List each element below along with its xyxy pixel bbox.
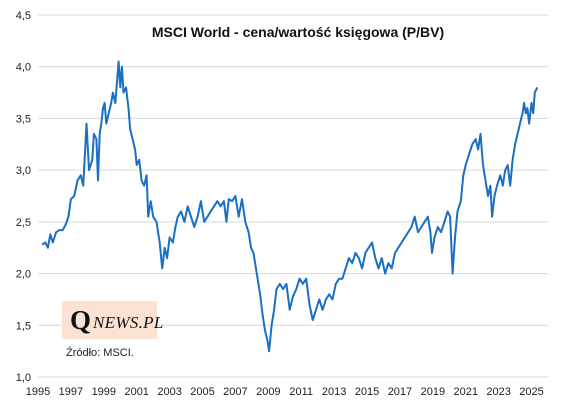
y-tick-label: 1,0: [16, 372, 31, 384]
x-tick-label: 2011: [289, 386, 313, 398]
y-axis: 1,0 1,5 2,0 2,5 3,0 3,5 4,0 4,5: [16, 10, 31, 384]
x-tick-label: 2005: [190, 386, 214, 398]
x-tick-label: 1999: [92, 386, 116, 398]
y-tick-label: 3,0: [16, 165, 31, 177]
x-tick-label: 2007: [223, 386, 247, 398]
y-tick-label: 2,0: [16, 269, 31, 281]
x-tick-label: 2023: [486, 386, 510, 398]
x-tick-label: 1997: [59, 386, 83, 398]
x-tick-label: 2017: [388, 386, 412, 398]
x-axis: 1995 1997 1999 2001 2003 2005 2007 2009 2011 2013…: [26, 386, 544, 398]
x-tick-label: 2019: [421, 386, 445, 398]
x-tick-label: 2009: [256, 386, 280, 398]
y-tick-label: 3,5: [16, 113, 31, 125]
y-tick-label: 2,5: [16, 217, 31, 229]
chart-title: MSCI World - cena/wartość księgowa (P/BV…: [152, 24, 444, 40]
y-tick-label: 4,5: [16, 10, 31, 22]
x-tick-label: 2013: [322, 386, 346, 398]
series-group: [41, 60, 539, 353]
x-tick-label: 2003: [157, 386, 181, 398]
y-tick-label: 1,5: [16, 320, 31, 332]
x-tick-label: 2021: [453, 386, 477, 398]
source-note: Źródło: MSCI.: [66, 347, 134, 359]
x-tick-label: 1995: [26, 386, 50, 398]
qnews-logo: Q NEWS.PL: [62, 301, 163, 339]
logo-q-letter: Q: [70, 305, 92, 335]
x-tick-label: 2025: [519, 386, 543, 398]
series-line-0: [41, 60, 539, 353]
x-tick-label: 2001: [124, 386, 148, 398]
y-tick-label: 4,0: [16, 62, 31, 74]
logo-news-text: NEWS.PL: [93, 313, 164, 332]
x-tick-label: 2015: [355, 386, 379, 398]
